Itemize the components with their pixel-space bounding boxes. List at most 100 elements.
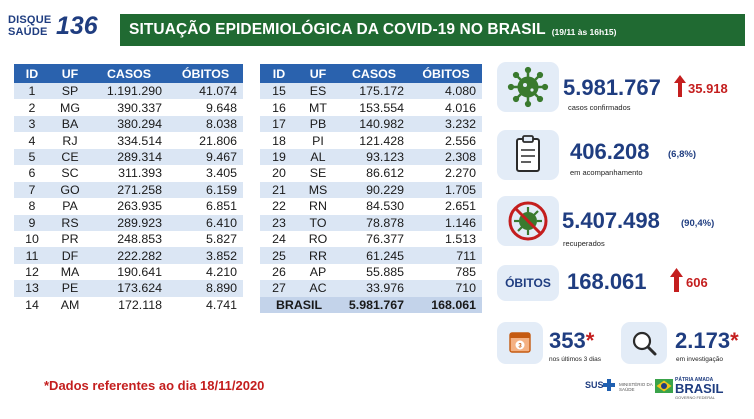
row-deaths: 9.648 [168, 99, 243, 116]
governo-federal-text: GOVERNO FEDERAL [675, 395, 716, 400]
table-row: 23 TO 78.878 1.146 [260, 214, 482, 231]
deaths-increase-arrow-icon [670, 268, 683, 292]
row-uf: SE [298, 165, 338, 182]
investigation-label: em investigação [676, 356, 723, 363]
row-deaths: 41.074 [168, 83, 243, 100]
deaths-label-box: ÓBITOS [497, 265, 559, 301]
patria-amada-text: PÁTRIA AMADA [675, 377, 714, 383]
row-id: 11 [14, 247, 50, 264]
row-cases: 248.853 [90, 230, 168, 248]
row-id: 5 [14, 148, 50, 166]
row-uf: AM [50, 296, 90, 314]
row-deaths: 8.890 [168, 280, 243, 297]
row-deaths: 5.827 [168, 230, 243, 248]
total-deaths: 168.061 [410, 296, 482, 314]
row-deaths: 2.556 [410, 132, 482, 149]
states-table-left: ID UF CASOS ÓBITOS 1 SP 1.191.290 41.074 2 MG… [14, 64, 243, 314]
col-uf-header: UF [298, 64, 338, 83]
row-id: 1 [14, 83, 50, 100]
row-cases: 121.428 [338, 132, 410, 149]
sus-logo-text: SUS [585, 380, 604, 390]
total-row: BRASIL 5.981.767 168.061 [260, 296, 482, 314]
row-id: 21 [260, 181, 298, 199]
row-deaths: 1.705 [410, 181, 482, 199]
row-uf: PR [50, 230, 90, 248]
row-deaths: 2.651 [410, 198, 482, 215]
table-row: 14 AM 172.118 4.741 [14, 296, 243, 314]
table-row: 18 PI 121.428 2.556 [260, 132, 482, 149]
row-deaths: 6.410 [168, 214, 243, 231]
row-cases: 173.624 [90, 280, 168, 297]
row-cases: 172.118 [90, 296, 168, 314]
row-uf: PB [298, 115, 338, 133]
row-cases: 153.554 [338, 99, 410, 116]
table-row: 26 AP 55.885 785 [260, 263, 482, 281]
total-label: BRASIL [260, 296, 338, 314]
row-id: 9 [14, 214, 50, 231]
row-id: 15 [260, 83, 298, 100]
row-cases: 55.885 [338, 263, 410, 281]
table-header-row: ID UF CASOS ÓBITOS [260, 64, 482, 83]
row-cases: 1.191.290 [90, 83, 168, 100]
row-cases: 86.612 [338, 165, 410, 182]
table-row: 20 SE 86.612 2.270 [260, 165, 482, 182]
row-cases: 289.923 [90, 214, 168, 231]
row-deaths: 21.806 [168, 132, 243, 149]
crossed-virus-icon [508, 201, 548, 241]
row-uf: MA [50, 263, 90, 281]
deaths-value: 168.061 [567, 269, 647, 294]
row-deaths: 6.851 [168, 198, 243, 215]
logo-line2: SAÚDE [8, 26, 48, 38]
table-row: 10 PR 248.853 5.827 [14, 230, 243, 248]
table-row: 6 SC 311.393 3.405 [14, 165, 243, 182]
row-uf: DF [50, 247, 90, 264]
row-cases: 76.377 [338, 230, 410, 248]
row-cases: 61.245 [338, 247, 410, 264]
row-id: 16 [260, 99, 298, 116]
virus-icon [507, 66, 549, 108]
col-id-header: ID [14, 64, 50, 83]
row-uf: SP [50, 83, 90, 100]
row-cases: 140.982 [338, 115, 410, 133]
table-row: 27 AC 33.976 710 [260, 280, 482, 297]
increase-arrow-icon [674, 75, 686, 97]
table-row: 13 PE 173.624 8.890 [14, 280, 243, 297]
recovered-icon-box [497, 196, 559, 246]
row-id: 4 [14, 132, 50, 149]
row-uf: AL [298, 148, 338, 166]
row-deaths: 8.038 [168, 115, 243, 133]
confirmed-increase: 35.918 [688, 81, 728, 96]
row-uf: SC [50, 165, 90, 182]
row-uf: MG [50, 99, 90, 116]
table-row: 2 MG 390.337 9.648 [14, 99, 243, 116]
investigation-icon-box [621, 322, 667, 364]
row-uf: PI [298, 132, 338, 149]
row-deaths: 3.852 [168, 247, 243, 264]
confirmed-label: casos confirmados [568, 103, 631, 112]
col-deaths-header: ÓBITOS [168, 64, 243, 83]
monitoring-pct: (6,8%) [668, 149, 696, 160]
row-id: 13 [14, 280, 50, 297]
table-row: 24 RO 76.377 1.513 [260, 230, 482, 248]
row-id: 19 [260, 148, 298, 166]
calendar-icon: 3 [509, 332, 531, 353]
row-id: 8 [14, 198, 50, 215]
row-cases: 222.282 [90, 247, 168, 264]
row-deaths: 4.741 [168, 296, 243, 314]
investigation-value: 2.173* [675, 329, 739, 353]
table-row: 12 MA 190.641 4.210 [14, 263, 243, 281]
header-bar: SITUAÇÃO EPIDEMIOLÓGICA DA COVID-19 NO B… [120, 14, 745, 46]
table-row: 5 CE 289.314 9.467 [14, 148, 243, 166]
monitoring-label: em acompanhamento [570, 168, 643, 177]
row-uf: RO [298, 230, 338, 248]
row-cases: 93.123 [338, 148, 410, 166]
row-id: 12 [14, 263, 50, 281]
data-footnote: *Dados referentes ao dia 18/11/2020 [44, 378, 265, 393]
monitoring-value: 406.208 [570, 139, 650, 164]
row-cases: 84.530 [338, 198, 410, 215]
row-deaths: 711 [410, 247, 482, 264]
row-cases: 263.935 [90, 198, 168, 215]
table-row: 16 MT 153.554 4.016 [260, 99, 482, 116]
table-row: 3 BA 380.294 8.038 [14, 115, 243, 133]
ministerio-text: MINISTÉRIO DA SAÚDE [619, 382, 653, 392]
